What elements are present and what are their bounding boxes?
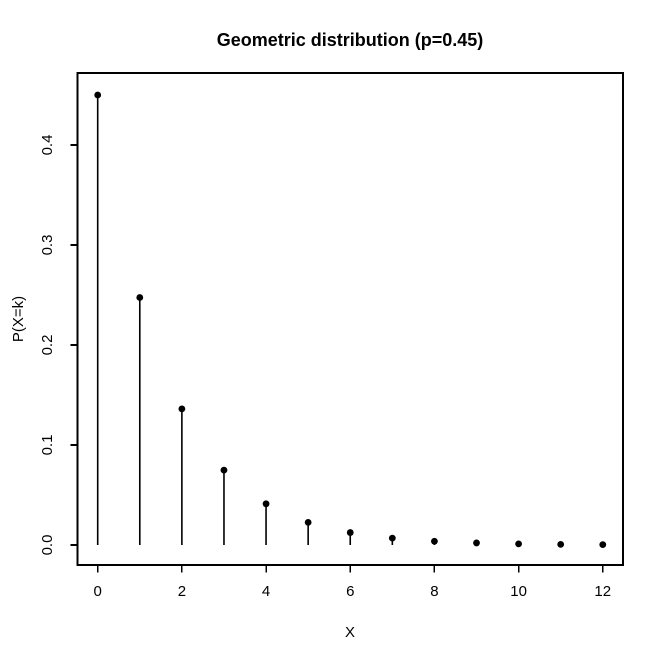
- y-axis-tick-label: 0.1: [39, 435, 56, 456]
- data-point: [431, 537, 438, 545]
- data-point: [346, 529, 354, 536]
- y-axis-tick-label: 0.2: [39, 335, 56, 356]
- y-axis-tick-label: 0.3: [39, 235, 56, 256]
- x-axis-tick-label: 4: [262, 583, 270, 600]
- y-axis-tick-label: 0.0: [39, 535, 56, 556]
- data-point: [262, 500, 270, 508]
- data-point: [515, 540, 522, 548]
- data-point: [178, 405, 186, 413]
- data-point: [136, 294, 144, 301]
- data-point: [388, 534, 396, 542]
- x-axis-tick-label: 12: [594, 583, 611, 600]
- plot-box: [76, 72, 624, 566]
- data-point: [304, 518, 312, 526]
- data-point: [473, 539, 480, 547]
- data-point: [557, 540, 565, 548]
- x-axis-tick-label: 6: [346, 583, 354, 600]
- x-axis-tick-label: 8: [430, 583, 438, 600]
- y-axis-tick-label: 0.4: [39, 135, 56, 156]
- x-axis-tick-label: 0: [94, 583, 102, 600]
- data-point: [599, 541, 607, 549]
- x-axis-tick-label: 2: [178, 583, 186, 600]
- plot-area: 0 2 4 6 8 10 12 0.0 0.1 0.2 0.3 0.4: [39, 72, 624, 600]
- x-axis-tick-label: 10: [510, 583, 527, 600]
- data-point: [220, 466, 228, 474]
- data-point: [94, 91, 102, 99]
- y-axis-label: P(X=k): [10, 296, 27, 342]
- x-axis-label: X: [345, 624, 355, 641]
- chart-title: Geometric distribution (p=0.45): [217, 30, 484, 50]
